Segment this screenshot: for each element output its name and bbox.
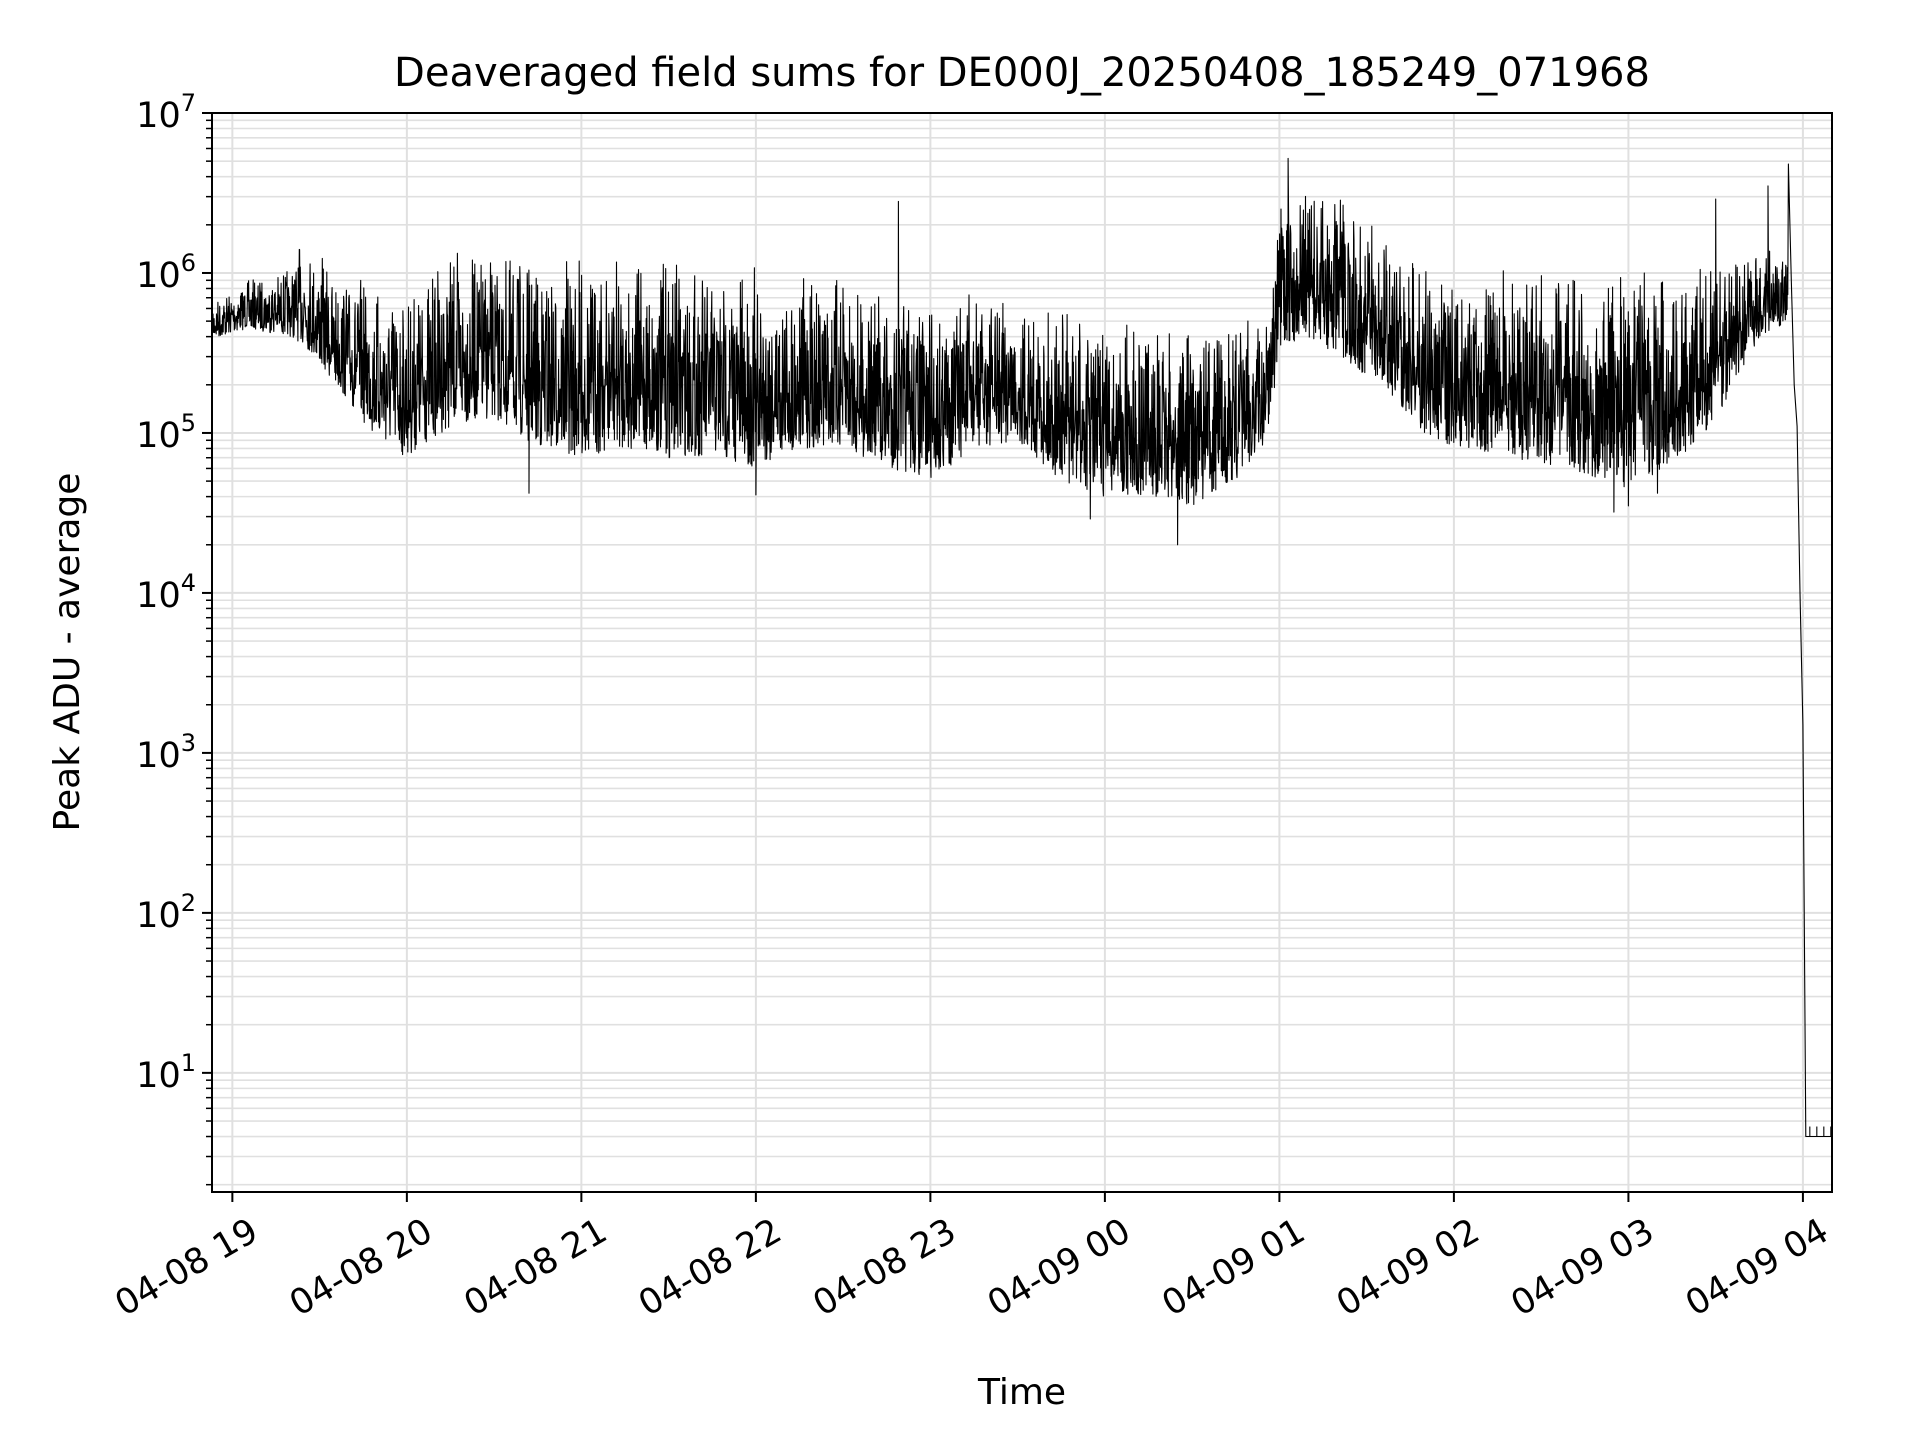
chart-title: Deaveraged field sums for DE000J_2025040… bbox=[394, 50, 1650, 96]
y-tick-label: 107 bbox=[136, 89, 196, 136]
y-tick-label: 101 bbox=[136, 1049, 196, 1096]
plot-frame bbox=[211, 112, 1833, 1193]
y-tick-label: 106 bbox=[136, 249, 196, 296]
series-line bbox=[211, 157, 1832, 1138]
axis-ticks bbox=[202, 112, 1804, 1202]
y-tick-label: 104 bbox=[136, 569, 196, 616]
y-tick-label: 103 bbox=[136, 729, 196, 776]
y-tick-labels: 101 102 103 104 105 106 107 bbox=[136, 89, 196, 1096]
y-tick-label: 102 bbox=[136, 889, 196, 936]
y-axis-label: Peak ADU - average bbox=[47, 473, 88, 832]
x-axis-label: Time bbox=[977, 1372, 1066, 1413]
series-path bbox=[211, 157, 1832, 1138]
grid bbox=[212, 112, 1832, 1192]
y-tick-label: 105 bbox=[136, 409, 196, 456]
